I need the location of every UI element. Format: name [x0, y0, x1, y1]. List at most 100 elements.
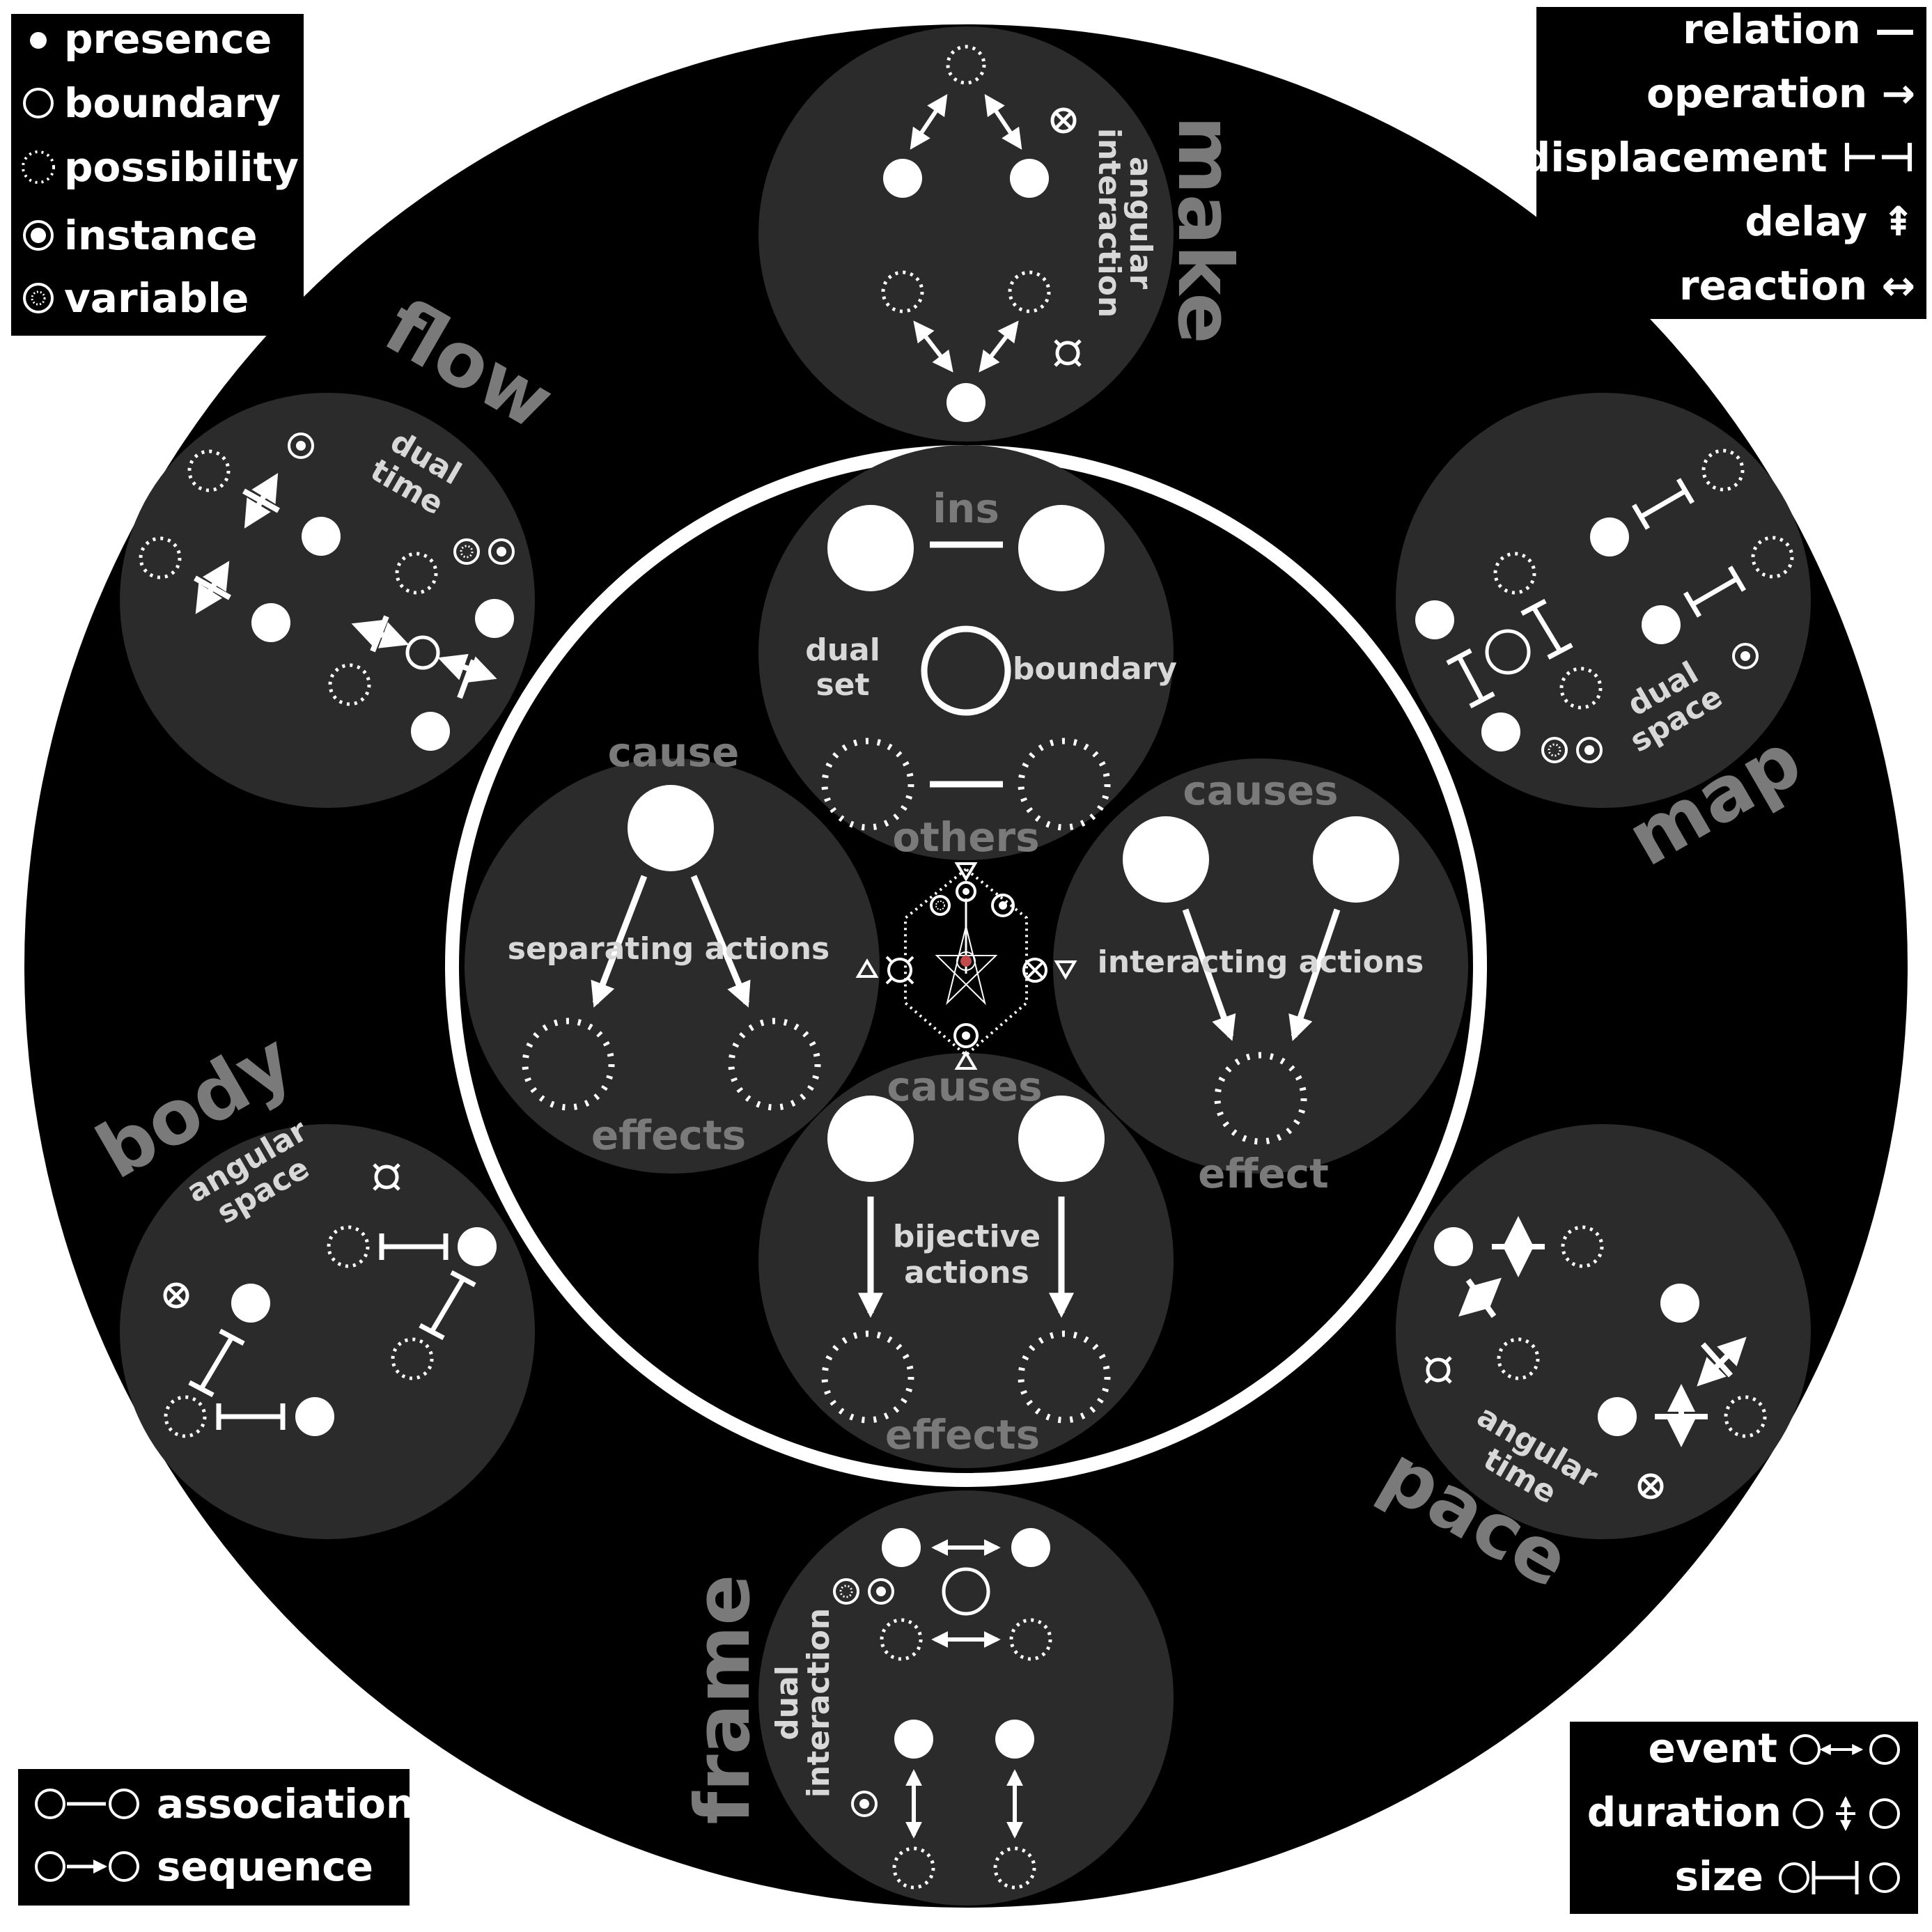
legend-operator-label: relation — — [1683, 6, 1915, 53]
possibility-icon — [22, 150, 55, 184]
presence-icon — [411, 712, 450, 751]
possibility-icon — [395, 552, 438, 595]
possibility-icon — [1214, 1052, 1307, 1145]
displacement-icon — [188, 1328, 245, 1398]
instance-icon — [956, 881, 976, 902]
disc-make: angular interaction make — [758, 26, 1248, 442]
presence-icon — [1415, 600, 1454, 639]
presence-icon — [458, 1227, 497, 1266]
inner-disc-causes-interacting: causes interacting actions effect — [1053, 758, 1468, 1197]
presence-icon — [251, 603, 290, 642]
displacement-icon — [1520, 598, 1573, 660]
ins-dual-label: dual — [805, 632, 880, 668]
presence-icon — [827, 505, 914, 591]
instance-icon — [488, 538, 515, 565]
causes-title: causes — [1183, 767, 1338, 814]
possibility-icon — [1493, 552, 1536, 595]
possibility-icon — [892, 1846, 935, 1890]
delay-icon — [1492, 1216, 1545, 1277]
presence-icon — [1313, 816, 1399, 903]
legend-link-label: sequence — [157, 1843, 373, 1890]
boundary-icon — [23, 88, 54, 118]
operation-arrow — [1288, 908, 1341, 1041]
presence-icon — [1660, 1284, 1699, 1323]
possibility-icon — [522, 1018, 615, 1111]
instance-icon — [1576, 737, 1603, 763]
operation-arrow — [690, 875, 751, 1008]
bijective-effects-label: effects — [885, 1411, 1040, 1458]
variable-icon — [833, 1578, 859, 1605]
make-sublabel-2: interaction — [1091, 128, 1127, 318]
presence-icon — [1598, 1397, 1637, 1436]
presence-icon — [1011, 1528, 1050, 1567]
inner-disc-ins: ins dual set boundary — [758, 445, 1177, 860]
instance-icon — [288, 433, 314, 459]
possibility-icon — [946, 45, 986, 85]
ins-title: ins — [933, 485, 999, 532]
horned-circle-icon — [885, 956, 914, 985]
event-icon — [1790, 1734, 1900, 1765]
presence-icon — [894, 1720, 933, 1759]
possibility-icon — [880, 1618, 923, 1661]
possibility-icon — [187, 449, 231, 492]
sequence-icon — [35, 1851, 139, 1882]
delay-icon — [1458, 1277, 1502, 1318]
legend-measure-label: duration — [1587, 1789, 1782, 1836]
delay-icon — [437, 653, 497, 699]
displacement-icon — [1631, 478, 1695, 530]
frame-sublabel-1: dual — [770, 1665, 805, 1740]
center-symbol — [855, 862, 1077, 1070]
duration-icon — [1793, 1795, 1900, 1832]
possibility-icon — [821, 1330, 914, 1424]
boundary-icon — [942, 1567, 990, 1616]
presence-icon — [1434, 1227, 1473, 1266]
make-sublabel-1: angular — [1123, 157, 1158, 290]
possibility-icon — [1008, 270, 1051, 313]
crossed-circle-icon — [1050, 107, 1077, 134]
legend-link-label: association — [157, 1780, 414, 1828]
boundary-icon — [405, 635, 440, 670]
crossed-circle-icon — [1637, 1473, 1664, 1499]
possibility-icon — [993, 1846, 1036, 1890]
bijective-causes-title: causes — [887, 1063, 1042, 1110]
legend-operators: relation — operation → displacement ⊢⊣ d… — [1522, 6, 1926, 319]
ins-boundary-label: boundary — [1013, 651, 1177, 687]
legend-measure-label: event — [1649, 1724, 1778, 1772]
possibility-icon — [139, 536, 182, 579]
instance-icon — [953, 1023, 979, 1048]
delay-icon — [194, 561, 231, 614]
presence-icon — [882, 1528, 921, 1567]
possibility-icon — [1561, 1225, 1604, 1268]
horned-circle-icon — [1054, 339, 1082, 367]
presence-icon — [1123, 816, 1209, 903]
displacement-icon — [1446, 648, 1495, 709]
triangle-icon — [855, 862, 1077, 1070]
displacement-icon — [379, 1233, 449, 1260]
possibility-icon — [1018, 1330, 1111, 1424]
presence-icon — [628, 785, 714, 871]
others-label: others — [892, 813, 1039, 861]
presence-icon — [1590, 517, 1629, 556]
presence-icon — [1018, 505, 1105, 591]
causes-middle-label: interacting actions — [1098, 944, 1424, 980]
legend-links: association sequence — [18, 1769, 414, 1906]
association-icon — [35, 1789, 139, 1819]
possibility-icon — [1009, 1618, 1052, 1661]
ins-set-label: set — [816, 667, 869, 703]
disc-flow: dual time flow — [120, 283, 567, 808]
delay-icon — [351, 615, 410, 653]
displacement-icon — [1683, 566, 1747, 618]
disc-map: dual space map — [1396, 393, 1816, 883]
presence-icon — [1481, 712, 1520, 751]
horned-circle-icon — [373, 1163, 400, 1191]
make-label: make — [1161, 116, 1248, 344]
legend-symbol-label: instance — [64, 212, 258, 259]
legend-symbol-label: possibility — [64, 143, 299, 191]
possibility-icon — [164, 1395, 207, 1438]
possibility-icon — [1497, 1337, 1540, 1380]
crossed-circle-icon — [163, 1282, 189, 1309]
possibility-icon — [1701, 449, 1745, 492]
presence-icon — [231, 1284, 270, 1323]
possibility-icon — [328, 663, 371, 706]
